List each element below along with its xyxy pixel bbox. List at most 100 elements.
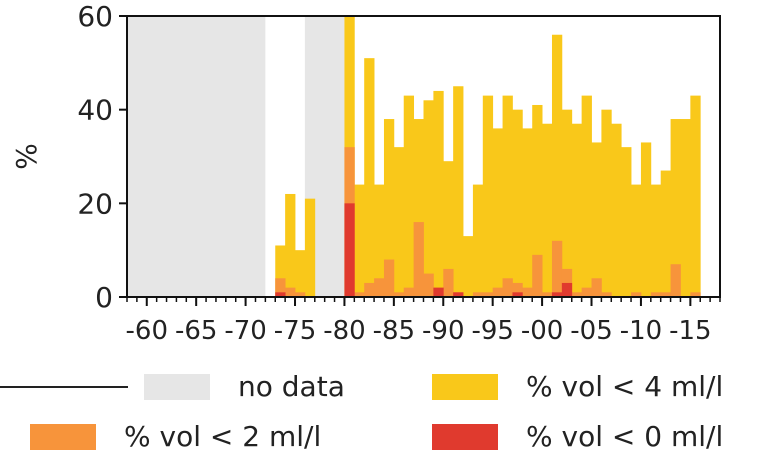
bar-vol-lt-2: [393, 292, 405, 297]
bar-vol-lt-4: [660, 170, 671, 297]
bar-vol-lt-0: [561, 282, 573, 297]
bar-vol-lt-0: [453, 292, 464, 297]
legend-label-vol-lt-0: % vol < 0 ml/l: [526, 420, 724, 453]
bar-vol-lt-4: [631, 184, 642, 297]
bar-vol-lt-2: [660, 292, 671, 297]
bar-vol-lt-2: [532, 254, 543, 297]
bar-vol-lt-2: [295, 292, 306, 297]
legend-divider: [0, 386, 128, 388]
bar-vol-lt-2: [482, 292, 494, 297]
bar-vol-lt-2: [690, 292, 701, 297]
legend-item-vol-lt-0: % vol < 0 ml/l: [432, 420, 723, 453]
bar-vol-lt-2: [571, 292, 583, 297]
bar-vol-lt-4: [601, 109, 612, 298]
bar-vol-lt-2: [601, 292, 612, 297]
no-data-regions: [127, 16, 345, 297]
x-tick-label: -85: [373, 316, 415, 346]
legend-label-vol-lt-2: % vol < 2 ml/l: [124, 420, 322, 453]
x-tick-label: -05: [570, 316, 612, 346]
bar-vol-lt-4: [591, 142, 602, 297]
bar-vol-lt-4: [512, 109, 523, 298]
bar-vol-lt-2: [591, 278, 602, 297]
bar-vol-lt-4: [285, 193, 296, 297]
bar-vol-lt-2: [472, 292, 484, 297]
legend-swatch-vol-lt-2: [30, 423, 96, 450]
bar-vol-lt-2: [285, 287, 296, 297]
bar-vol-lt-4: [571, 123, 583, 297]
bar-vol-lt-4: [640, 142, 652, 297]
bar-vol-lt-4: [542, 123, 553, 297]
bar-vol-lt-4: [463, 236, 474, 297]
bar-vol-lt-4: [423, 100, 434, 297]
x-tick-label: -65: [175, 316, 217, 346]
bar-vol-lt-2: [413, 222, 424, 297]
bar-vol-lt-2: [631, 292, 642, 297]
y-tick-label: 0: [95, 281, 113, 314]
x-tick-label: -15: [669, 316, 711, 346]
axes: 0 20 40 60% -60 -65 -70 -75 -80 -85 -90 -95 -00 -05 -1…: [10, 0, 721, 346]
bar-vol-lt-4: [670, 119, 681, 298]
bar-vol-lt-4: [561, 109, 573, 298]
x-tick-label: -70: [224, 316, 266, 346]
bar-vol-lt-4: [275, 245, 286, 297]
bar-vol-lt-2: [670, 264, 681, 297]
bar-vol-lt-0: [512, 292, 523, 297]
bar-vol-lt-4: [453, 86, 464, 297]
y-axis-label: %: [10, 143, 43, 170]
legend-swatch-vol-lt-0: [432, 423, 498, 450]
x-tick-label: -10: [620, 316, 662, 346]
x-tick-label: -00: [521, 316, 563, 346]
bar-vol-lt-4: [354, 184, 365, 297]
legend-swatch-vol-lt-4: [432, 373, 498, 400]
bar-vol-lt-4: [492, 128, 503, 297]
x-tick-label: -60: [126, 316, 168, 346]
bar-vol-lt-4: [433, 90, 444, 297]
bar-vol-lt-2: [542, 292, 553, 297]
bar-vol-lt-2: [650, 292, 662, 297]
bar-vol-lt-2: [492, 287, 503, 297]
bar-vol-lt-4: [650, 184, 662, 297]
legend-label-no-data: no data: [238, 370, 345, 403]
bar-vol-lt-2: [522, 287, 533, 297]
bar-vol-lt-0: [275, 292, 286, 297]
bar-vol-lt-4: [472, 184, 484, 297]
x-tick-label: -80: [323, 316, 365, 346]
bar-vol-lt-0: [551, 292, 563, 297]
legend: no data % vol < 4 ml/l % vol < 2 ml/l % …: [0, 356, 760, 453]
bar-vol-lt-2: [551, 240, 563, 297]
x-tick-label: -90: [422, 316, 464, 346]
bar-vol-lt-2: [354, 292, 365, 297]
bar-vol-lt-4: [502, 95, 513, 297]
x-tick-label: -95: [471, 316, 513, 346]
bar-vol-lt-2: [364, 282, 375, 297]
y-tick-label: 40: [77, 94, 113, 127]
bar-vol-lt-4: [403, 95, 415, 297]
bar-vol-lt-2: [443, 268, 454, 297]
no-data-region: [127, 16, 266, 297]
y-tick-label: 20: [77, 187, 113, 220]
bar-vol-lt-4: [295, 250, 306, 297]
bar-vol-lt-2: [502, 278, 513, 297]
chart-canvas: 0 20 40 60% -60 -65 -70 -75 -80 -85 -90 -95 -00 -05 -1…: [10, 0, 721, 346]
bar-vol-lt-2: [383, 259, 395, 297]
legend-swatch-no-data: [144, 373, 210, 400]
bar-vol-lt-4: [522, 128, 533, 297]
bar-vol-lt-4: [621, 147, 632, 297]
bar-vol-lt-4: [680, 119, 691, 298]
legend-label-vol-lt-4: % vol < 4 ml/l: [526, 370, 724, 403]
bar-vol-lt-2: [374, 278, 385, 297]
bar-vol-lt-2: [423, 273, 434, 297]
bar-vol-lt-2: [275, 278, 286, 297]
bar-vol-lt-4: [611, 123, 622, 297]
bar-vol-lt-4: [551, 34, 563, 297]
bar-vol-lt-4: [532, 104, 543, 297]
bar-vol-lt-4: [443, 161, 454, 297]
bar-vol-lt-4: [581, 95, 592, 297]
bar-vol-lt-4: [690, 95, 701, 297]
bar-vol-lt-4: [374, 184, 385, 297]
bar-vol-lt-4: [383, 119, 395, 298]
bar-vol-lt-4: [413, 119, 424, 298]
bar-series: [275, 16, 701, 298]
bar-vol-lt-0: [433, 287, 444, 297]
bar-vol-lt-0: [344, 203, 355, 297]
